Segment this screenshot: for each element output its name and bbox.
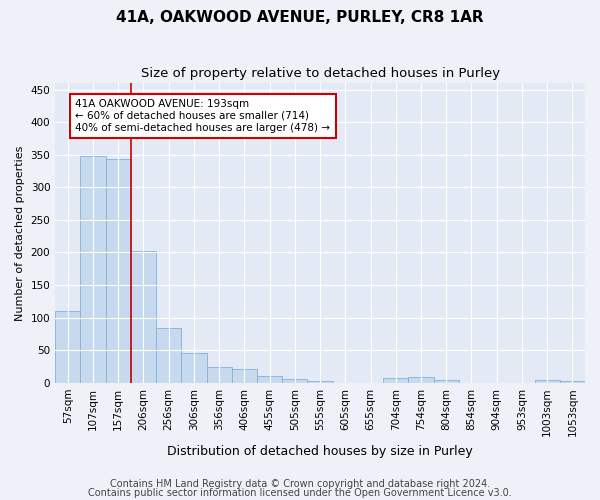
Bar xyxy=(257,376,282,382)
Bar xyxy=(383,378,409,382)
Bar xyxy=(131,251,156,382)
X-axis label: Distribution of detached houses by size in Purley: Distribution of detached houses by size … xyxy=(167,444,473,458)
Bar xyxy=(282,379,307,382)
Bar xyxy=(106,160,131,382)
Bar xyxy=(55,311,80,382)
Bar xyxy=(206,367,232,382)
Text: Contains public sector information licensed under the Open Government Licence v3: Contains public sector information licen… xyxy=(88,488,512,498)
Bar xyxy=(409,378,434,382)
Bar xyxy=(434,380,459,382)
Text: 41A, OAKWOOD AVENUE, PURLEY, CR8 1AR: 41A, OAKWOOD AVENUE, PURLEY, CR8 1AR xyxy=(116,10,484,25)
Bar xyxy=(80,156,106,382)
Bar xyxy=(232,369,257,382)
Text: Contains HM Land Registry data © Crown copyright and database right 2024.: Contains HM Land Registry data © Crown c… xyxy=(110,479,490,489)
Bar xyxy=(156,328,181,382)
Bar xyxy=(181,352,206,382)
Title: Size of property relative to detached houses in Purley: Size of property relative to detached ho… xyxy=(140,68,500,80)
Bar xyxy=(560,380,585,382)
Y-axis label: Number of detached properties: Number of detached properties xyxy=(15,145,25,320)
Bar xyxy=(535,380,560,382)
Text: 41A OAKWOOD AVENUE: 193sqm
← 60% of detached houses are smaller (714)
40% of sem: 41A OAKWOOD AVENUE: 193sqm ← 60% of deta… xyxy=(76,100,331,132)
